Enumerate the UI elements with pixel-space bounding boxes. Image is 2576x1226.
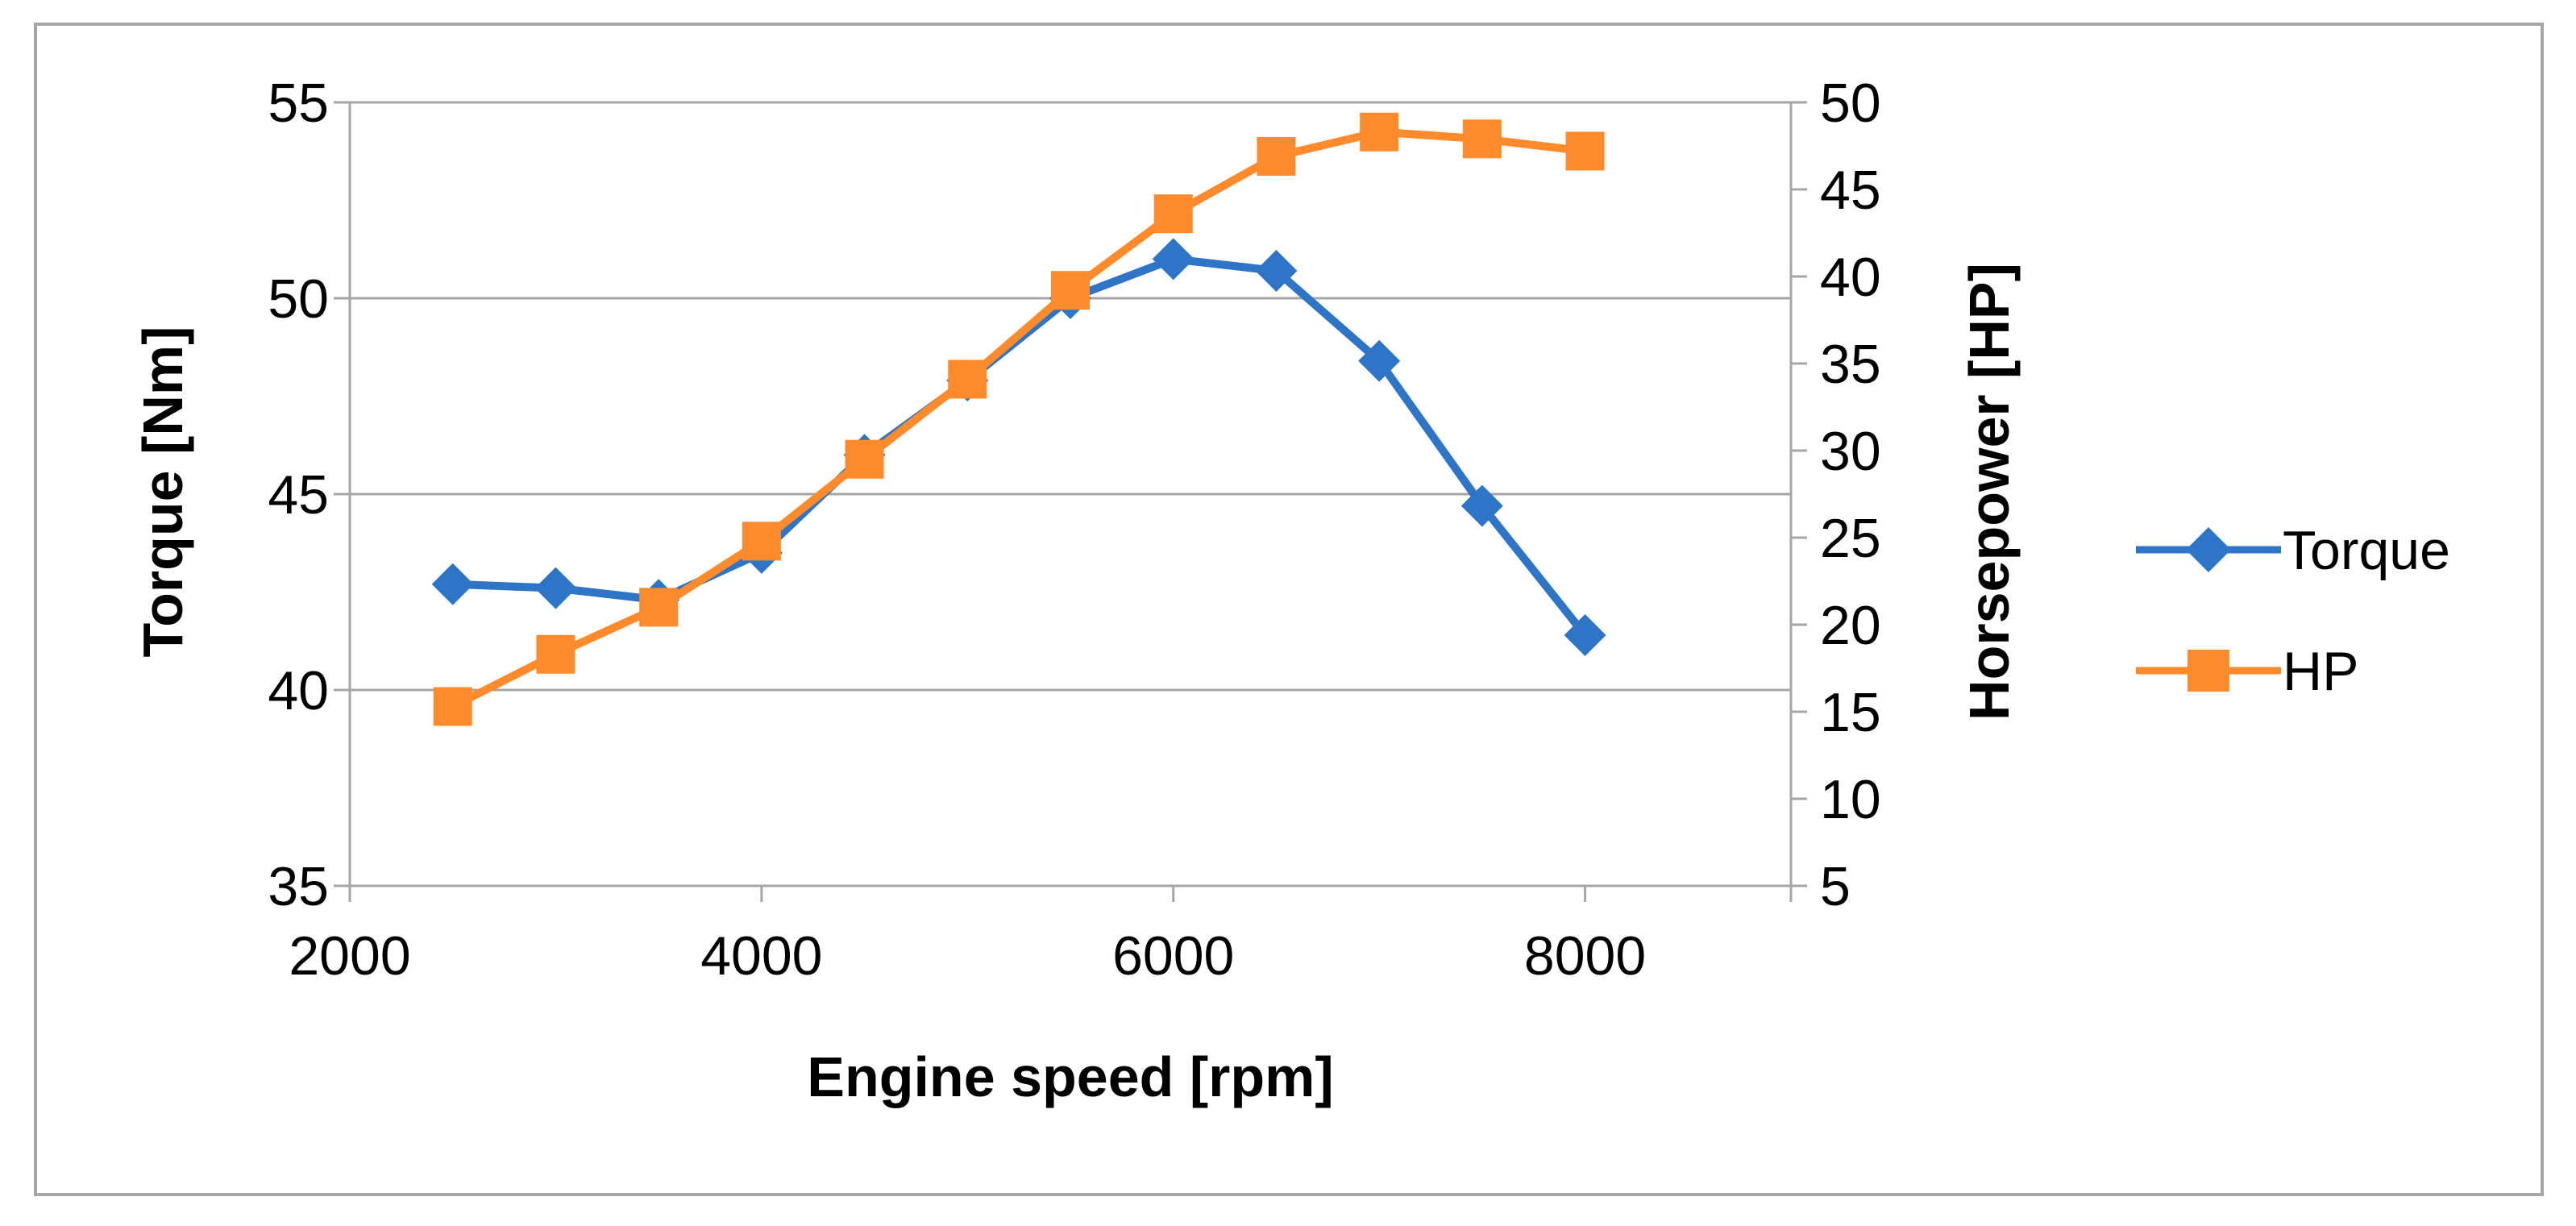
legend-item-torque: Torque (2136, 520, 2450, 581)
y-tick-label-50: 50 (268, 268, 329, 330)
y2-tick-label-40: 40 (1820, 247, 1881, 308)
y-tick-label-40: 40 (268, 660, 329, 721)
legend-item-hp: HP (2136, 641, 2358, 702)
series-line-torque (452, 255, 1589, 638)
x-tick-label-8000: 8000 (1524, 925, 1646, 987)
y2-tick-label-10: 10 (1820, 769, 1881, 830)
x-tick-label-2000: 2000 (289, 925, 410, 987)
x-tick-label-6000: 6000 (1112, 925, 1234, 987)
legend-torque-label: Torque (2283, 520, 2450, 581)
legend-hp-label: HP (2283, 641, 2358, 702)
legend-torque-marker (2186, 527, 2231, 572)
y2-tick-label-25: 25 (1820, 508, 1881, 569)
series-point-hp-8000 (1565, 131, 1605, 171)
series-point-hp-2500 (433, 687, 472, 726)
y2-axis-title: Horsepower [HP] (1958, 263, 2021, 721)
y2-tick-label-35: 35 (1820, 334, 1881, 395)
y-tick-label-55: 55 (268, 73, 329, 134)
series-point-torque-3000 (534, 567, 577, 609)
series-point-torque-6500 (1255, 249, 1298, 292)
series-point-torque-8000 (1564, 613, 1606, 656)
series-point-torque-7500 (1460, 484, 1503, 527)
series-point-hp-7000 (1360, 112, 1399, 152)
legend: Torque HP (2136, 520, 2450, 702)
y-tick-label-35: 35 (268, 856, 329, 917)
series-point-hp-4000 (742, 522, 781, 561)
series-point-hp-7500 (1462, 119, 1502, 159)
x-axis-title: Engine speed [rpm] (807, 1045, 1333, 1108)
y-axis-title: Torque [Nm] (131, 326, 194, 658)
x-tick-label-4000: 4000 (700, 925, 822, 987)
y-tick-label-45: 45 (268, 464, 329, 526)
series-point-hp-6000 (1153, 194, 1193, 234)
series-point-torque-6000 (1152, 238, 1195, 281)
y2-tick-label-45: 45 (1820, 160, 1881, 221)
series-point-hp-3000 (536, 634, 575, 674)
series-line-hp (451, 127, 1586, 710)
y2-tick-label-50: 50 (1820, 73, 1881, 134)
chart-frame (34, 23, 2544, 1196)
series-point-hp-4500 (845, 439, 884, 479)
y2-tick-label-15: 15 (1820, 682, 1881, 743)
y2-tick-label-30: 30 (1820, 421, 1881, 482)
legend-hp-marker (2188, 650, 2229, 692)
series-point-torque-2500 (431, 563, 474, 605)
axes (334, 101, 1807, 902)
series-point-hp-5500 (1051, 271, 1090, 310)
y2-tick-label-5: 5 (1820, 856, 1851, 917)
series-point-hp-5000 (948, 359, 987, 399)
series-point-hp-3500 (639, 588, 679, 627)
y2-tick-label-20: 20 (1820, 595, 1881, 656)
series (431, 112, 1606, 726)
series-point-hp-6500 (1257, 136, 1296, 176)
series-point-torque-7000 (1358, 339, 1401, 382)
gridlines (350, 101, 1791, 887)
